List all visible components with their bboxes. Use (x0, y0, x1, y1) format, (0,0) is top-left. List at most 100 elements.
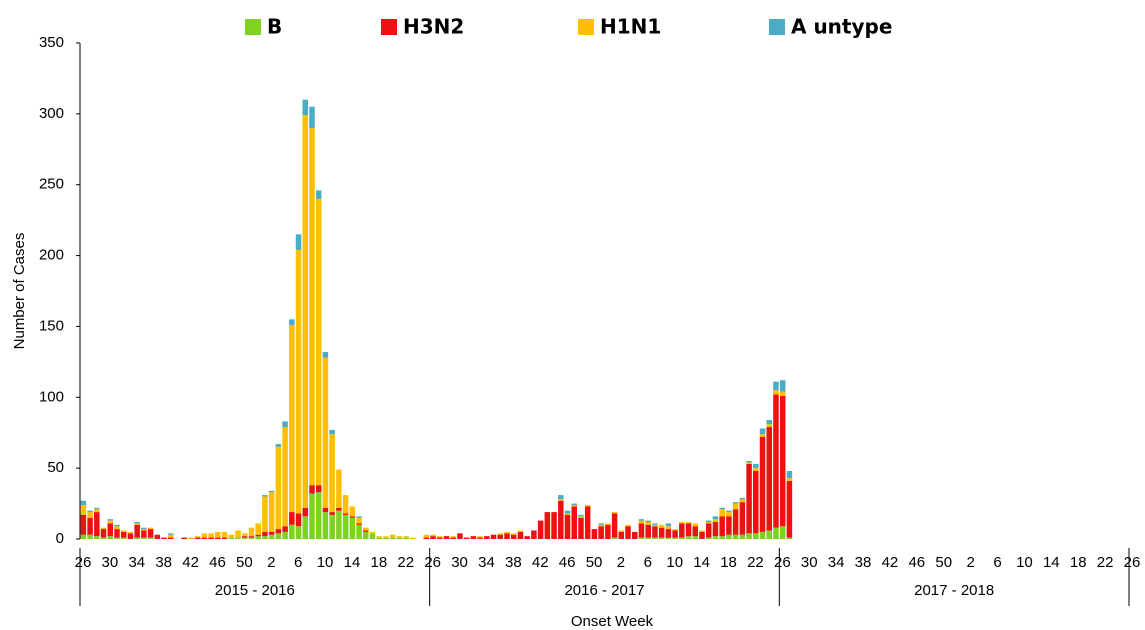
x-tick-label: 10 (1016, 554, 1033, 571)
bar-segment (625, 526, 631, 539)
bar-segment (309, 493, 315, 539)
bar-segment (342, 514, 349, 539)
y-tick-label: 200 (39, 247, 64, 264)
bar-segment (389, 534, 396, 538)
bar-segment (87, 512, 93, 518)
bar-segment (753, 468, 759, 471)
x-tick-label: 30 (801, 554, 818, 571)
bar-segment (389, 537, 396, 539)
x-tick-label: 2 (617, 554, 625, 571)
bar-segment (356, 524, 362, 539)
bar-segment (215, 531, 221, 538)
bar-segment (591, 529, 598, 539)
legend-swatch (381, 19, 397, 35)
bar-segment (665, 523, 672, 527)
legend-swatch (245, 19, 261, 35)
bar-segment (369, 531, 376, 534)
bar-segment (80, 504, 87, 515)
bar-segment (383, 537, 389, 539)
bar-segment (80, 514, 87, 535)
bar-segment (188, 537, 194, 539)
bar-segment (638, 520, 645, 524)
bar-segment (120, 537, 127, 539)
bar-segment (100, 529, 107, 538)
bar-segment (598, 524, 604, 527)
bar-segment (679, 537, 685, 539)
bar-segment (443, 536, 450, 539)
bar-segment (477, 537, 483, 539)
bar-segment (107, 520, 114, 524)
x-tick-label: 46 (209, 554, 226, 571)
bar-segment (773, 527, 779, 539)
bar-segment (201, 537, 208, 539)
bar-segment (517, 530, 524, 532)
bar-segment (221, 531, 228, 538)
bar-segment (262, 536, 268, 539)
x-tick-label: 26 (75, 554, 92, 571)
bar-segment (732, 534, 739, 539)
bar-segment (141, 530, 147, 538)
bar-segment (564, 514, 571, 539)
bar-segment (315, 198, 322, 486)
bar-segment (719, 507, 725, 510)
bar-segment (531, 530, 537, 539)
bar-segment (484, 536, 490, 539)
bar-segment (168, 533, 174, 535)
bar-segment (753, 470, 759, 534)
x-tick-label: 38 (155, 554, 172, 571)
bar-segment (107, 519, 114, 521)
bar-segment (194, 537, 201, 539)
bar-segment (322, 351, 329, 358)
y-tick-label: 350 (39, 34, 64, 51)
bar-segment (510, 533, 517, 535)
x-tick-label: 18 (371, 554, 388, 571)
bar-segment (726, 534, 732, 539)
bar-segment (726, 510, 732, 513)
legend-label: A untype (791, 15, 892, 39)
bar-segment (719, 509, 725, 517)
bar-segment (450, 537, 456, 539)
x-tick-label: 46 (908, 554, 925, 571)
x-tick-label: 34 (828, 554, 845, 571)
bar-segment (161, 537, 167, 539)
bar-segment (282, 427, 288, 527)
bar-segment (618, 530, 625, 532)
bar-segment (726, 512, 732, 517)
legend-label: B (267, 15, 282, 39)
bar-segment (672, 530, 678, 538)
x-tick-label: 38 (505, 554, 522, 571)
bar-segment (268, 490, 275, 493)
legend-label: H1N1 (600, 15, 661, 39)
bar-segment (376, 536, 382, 538)
bar-segment (699, 530, 705, 532)
x-tick-label: 22 (747, 554, 764, 571)
bar-segment (665, 526, 672, 530)
bar-segment (262, 495, 268, 497)
y-tick-label: 100 (39, 388, 64, 405)
x-tick-label: 34 (128, 554, 145, 571)
y-axis-title: Number of Cases (11, 233, 28, 350)
bar-segment (652, 537, 658, 539)
bar-segment (302, 507, 309, 517)
bar-segment (396, 536, 403, 538)
bar-segment (168, 534, 174, 538)
bar-segment (779, 391, 786, 396)
bar-segment (638, 523, 645, 538)
bar-segment (134, 521, 140, 524)
bar-segment (147, 527, 154, 530)
bar-segment (679, 521, 685, 524)
bar-segment (779, 380, 786, 392)
bar-segment (773, 381, 779, 391)
bar-segment (699, 531, 705, 539)
bar-segment (578, 517, 584, 539)
bar-segment (746, 533, 752, 539)
bar-segment (719, 536, 725, 539)
bar-segment (504, 531, 510, 534)
x-tick-label: 46 (559, 554, 576, 571)
bar-segment (665, 529, 672, 538)
bar-segment (631, 531, 638, 539)
bar-segment (100, 537, 107, 539)
bar-segment (147, 529, 154, 538)
bar-segment (773, 390, 779, 395)
bar-segment (732, 503, 739, 510)
